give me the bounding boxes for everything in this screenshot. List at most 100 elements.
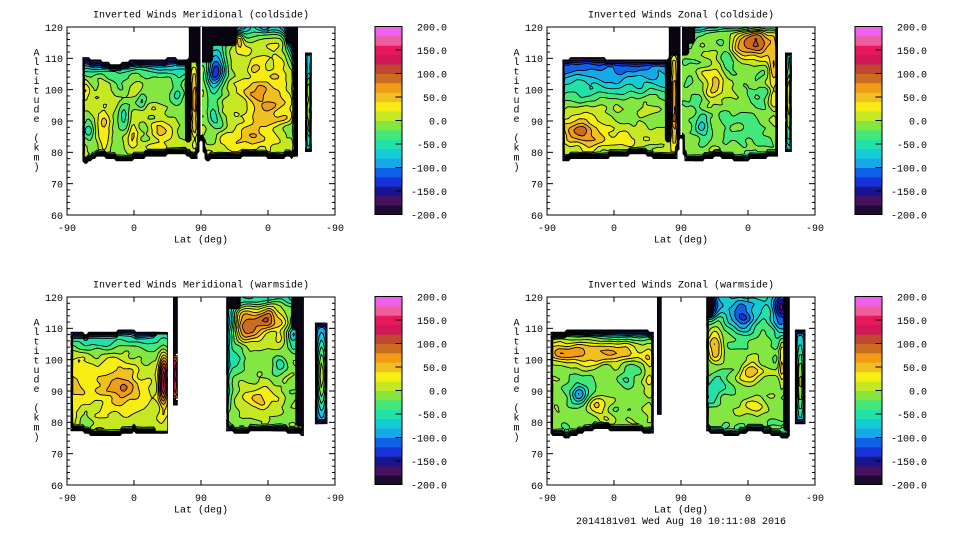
svg-text:120: 120 bbox=[525, 294, 543, 305]
svg-text:t: t bbox=[33, 87, 39, 98]
svg-text:90: 90 bbox=[195, 224, 207, 235]
svg-text:u: u bbox=[33, 366, 39, 377]
svg-text:60: 60 bbox=[51, 212, 63, 223]
svg-text:-200.0: -200.0 bbox=[411, 211, 447, 222]
svg-text:150.0: 150.0 bbox=[897, 47, 927, 58]
svg-text:110: 110 bbox=[45, 325, 63, 336]
svg-text:-90: -90 bbox=[326, 494, 344, 505]
svg-text:0: 0 bbox=[745, 224, 751, 235]
svg-text:-150.0: -150.0 bbox=[891, 458, 927, 469]
svg-text:m: m bbox=[33, 423, 39, 434]
svg-text:-50.0: -50.0 bbox=[417, 411, 447, 422]
svg-text:-200.0: -200.0 bbox=[891, 481, 927, 492]
svg-text:t: t bbox=[33, 337, 39, 348]
svg-text:(: ( bbox=[33, 133, 39, 145]
svg-text:90: 90 bbox=[675, 224, 687, 235]
svg-text:-90: -90 bbox=[58, 224, 76, 235]
svg-text:100: 100 bbox=[45, 357, 63, 368]
svg-text:i: i bbox=[33, 346, 39, 358]
svg-text:150.0: 150.0 bbox=[417, 317, 447, 328]
svg-text:-90: -90 bbox=[806, 494, 824, 505]
svg-text:-90: -90 bbox=[538, 224, 556, 235]
svg-text:d: d bbox=[33, 375, 39, 387]
svg-text:200.0: 200.0 bbox=[417, 23, 447, 34]
svg-text:100.0: 100.0 bbox=[417, 340, 447, 351]
svg-text:50.0: 50.0 bbox=[903, 364, 927, 375]
svg-text:Inverted Winds Meridional (col: Inverted Winds Meridional (coldside) bbox=[93, 10, 309, 22]
svg-text:120: 120 bbox=[45, 294, 63, 305]
svg-text:(: ( bbox=[513, 403, 519, 415]
svg-text:Inverted Winds Zonal (warmside: Inverted Winds Zonal (warmside) bbox=[588, 280, 774, 292]
svg-text:-100.0: -100.0 bbox=[891, 434, 927, 445]
svg-text:Lat (deg): Lat (deg) bbox=[654, 505, 708, 517]
svg-text:Lat (deg): Lat (deg) bbox=[174, 235, 228, 247]
svg-text:200.0: 200.0 bbox=[897, 293, 927, 304]
svg-text:i: i bbox=[513, 76, 519, 88]
svg-text:200.0: 200.0 bbox=[417, 293, 447, 304]
svg-text:90: 90 bbox=[531, 388, 543, 399]
svg-text:70: 70 bbox=[51, 181, 63, 192]
svg-text:110: 110 bbox=[525, 55, 543, 66]
svg-text:0.0: 0.0 bbox=[909, 117, 927, 128]
svg-text:60: 60 bbox=[51, 482, 63, 493]
svg-text:l: l bbox=[33, 57, 39, 69]
svg-text:Inverted Winds Meridional (war: Inverted Winds Meridional (warmside) bbox=[93, 280, 309, 292]
svg-text:-100.0: -100.0 bbox=[891, 164, 927, 175]
svg-text:90: 90 bbox=[51, 118, 63, 129]
svg-text:A: A bbox=[513, 48, 519, 59]
svg-text:0: 0 bbox=[265, 224, 271, 235]
svg-text:0: 0 bbox=[131, 224, 137, 235]
svg-text:-50.0: -50.0 bbox=[417, 141, 447, 152]
svg-text:0.0: 0.0 bbox=[909, 387, 927, 398]
svg-text:-90: -90 bbox=[326, 224, 344, 235]
svg-text:80: 80 bbox=[51, 419, 63, 430]
svg-text:90: 90 bbox=[51, 388, 63, 399]
svg-text:): ) bbox=[33, 432, 39, 444]
svg-text:l: l bbox=[513, 327, 519, 339]
svg-text:-200.0: -200.0 bbox=[891, 211, 927, 222]
svg-text:2014181v01 Wed Aug 10 10:11:08: 2014181v01 Wed Aug 10 10:11:08 2016 bbox=[576, 516, 786, 528]
svg-text:(: ( bbox=[513, 133, 519, 145]
svg-text:e: e bbox=[513, 115, 519, 126]
svg-text:A: A bbox=[33, 48, 39, 59]
svg-text:70: 70 bbox=[531, 451, 543, 462]
svg-text:t: t bbox=[513, 337, 519, 348]
svg-text:60: 60 bbox=[531, 212, 543, 223]
svg-text:): ) bbox=[513, 162, 519, 174]
svg-text:-50.0: -50.0 bbox=[897, 141, 927, 152]
svg-text:80: 80 bbox=[51, 149, 63, 160]
svg-text:200.0: 200.0 bbox=[897, 23, 927, 34]
svg-text:Lat (deg): Lat (deg) bbox=[174, 505, 228, 517]
svg-text:90: 90 bbox=[675, 494, 687, 505]
svg-text:A: A bbox=[513, 318, 519, 329]
svg-text:50.0: 50.0 bbox=[423, 94, 447, 105]
svg-text:Lat (deg): Lat (deg) bbox=[654, 235, 708, 247]
svg-text:e: e bbox=[33, 385, 39, 396]
svg-text:70: 70 bbox=[531, 181, 543, 192]
svg-text:120: 120 bbox=[525, 24, 543, 35]
svg-text:0: 0 bbox=[745, 494, 751, 505]
svg-text:d: d bbox=[513, 105, 519, 117]
svg-text:t: t bbox=[33, 357, 39, 368]
svg-text:k: k bbox=[33, 413, 39, 425]
svg-text:t: t bbox=[513, 67, 519, 78]
svg-text:100: 100 bbox=[525, 87, 543, 98]
svg-text:d: d bbox=[33, 105, 39, 117]
svg-text:-200.0: -200.0 bbox=[411, 481, 447, 492]
svg-text:-90: -90 bbox=[538, 494, 556, 505]
svg-text:100.0: 100.0 bbox=[897, 340, 927, 351]
svg-text:110: 110 bbox=[525, 325, 543, 336]
svg-text:u: u bbox=[33, 96, 39, 107]
svg-text:-150.0: -150.0 bbox=[411, 458, 447, 469]
svg-text:100.0: 100.0 bbox=[417, 70, 447, 81]
svg-text:100.0: 100.0 bbox=[897, 70, 927, 81]
svg-text:e: e bbox=[33, 115, 39, 126]
svg-text:-90: -90 bbox=[58, 494, 76, 505]
svg-text:-150.0: -150.0 bbox=[891, 188, 927, 199]
svg-text:u: u bbox=[513, 96, 519, 107]
svg-text:): ) bbox=[33, 162, 39, 174]
svg-text:80: 80 bbox=[531, 149, 543, 160]
svg-text:m: m bbox=[513, 423, 519, 434]
svg-text:): ) bbox=[513, 432, 519, 444]
svg-text:50.0: 50.0 bbox=[423, 364, 447, 375]
